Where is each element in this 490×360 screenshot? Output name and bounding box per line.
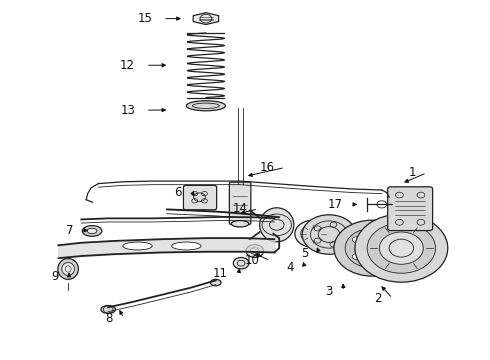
Ellipse shape — [101, 306, 116, 314]
Circle shape — [355, 214, 448, 282]
Text: 16: 16 — [259, 161, 274, 174]
Circle shape — [374, 231, 382, 237]
Ellipse shape — [231, 221, 249, 227]
Ellipse shape — [186, 101, 225, 111]
Text: 11: 11 — [213, 267, 228, 280]
Circle shape — [374, 259, 382, 265]
Text: 4: 4 — [286, 261, 294, 274]
Text: 17: 17 — [328, 198, 343, 211]
Text: 12: 12 — [120, 59, 135, 72]
Circle shape — [379, 232, 423, 264]
Ellipse shape — [62, 262, 74, 275]
Ellipse shape — [82, 226, 102, 236]
Text: 1: 1 — [409, 166, 416, 179]
Ellipse shape — [210, 279, 221, 286]
FancyBboxPatch shape — [183, 185, 217, 210]
Text: 13: 13 — [120, 104, 135, 117]
Text: 8: 8 — [106, 311, 113, 325]
FancyBboxPatch shape — [388, 187, 433, 230]
Ellipse shape — [172, 242, 201, 250]
Text: 6: 6 — [174, 186, 181, 199]
Circle shape — [345, 228, 399, 268]
Circle shape — [352, 254, 360, 260]
Circle shape — [367, 223, 436, 273]
Ellipse shape — [58, 258, 78, 279]
FancyBboxPatch shape — [229, 182, 251, 225]
Text: 3: 3 — [325, 285, 333, 298]
Ellipse shape — [123, 242, 152, 250]
Text: 2: 2 — [374, 292, 382, 305]
Text: 14: 14 — [232, 202, 247, 215]
Text: 5: 5 — [301, 247, 309, 260]
Circle shape — [334, 220, 410, 276]
Text: 7: 7 — [66, 224, 73, 237]
Ellipse shape — [260, 208, 294, 242]
Circle shape — [246, 244, 264, 257]
Circle shape — [388, 245, 395, 251]
Ellipse shape — [87, 228, 97, 234]
Circle shape — [233, 257, 249, 269]
Text: 9: 9 — [51, 270, 58, 283]
Circle shape — [295, 220, 332, 247]
Text: 15: 15 — [137, 12, 152, 25]
Circle shape — [352, 237, 360, 243]
Polygon shape — [193, 13, 219, 24]
Text: 10: 10 — [245, 254, 260, 267]
Circle shape — [302, 215, 356, 254]
